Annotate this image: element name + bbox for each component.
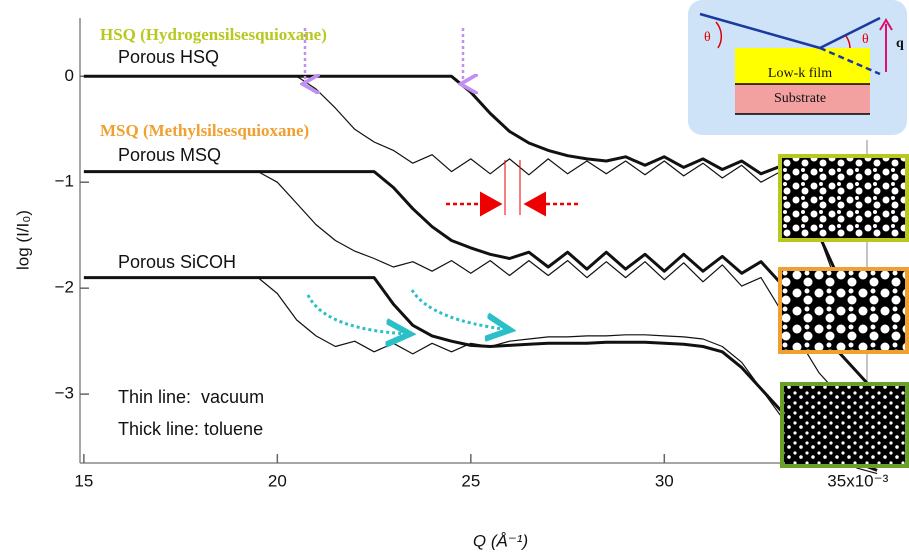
- annotation: Thin line: vacuum: [118, 387, 264, 407]
- x-tick-label: 25: [461, 471, 480, 490]
- x-tick-label: 15: [74, 471, 93, 490]
- film-layer: [735, 48, 870, 84]
- beam: [819, 46, 881, 76]
- layer-label: Substrate: [774, 91, 826, 106]
- arrows: [305, 28, 578, 334]
- y-tick-label: −2: [55, 278, 74, 297]
- annotation: HSQ (Hydrogensilsesquioxane): [100, 25, 327, 44]
- beam: [819, 16, 881, 50]
- annotation: Thick line: toluene: [118, 419, 263, 439]
- y-tick-label: −3: [55, 384, 74, 403]
- series-line: [83, 276, 878, 472]
- arrow: [306, 294, 410, 334]
- beam: [699, 12, 821, 50]
- angle-label: θ: [862, 32, 869, 47]
- inset: θ θ q Low-k film Substrate: [688, 0, 907, 135]
- x-tick-label: 20: [268, 471, 287, 490]
- angle-arc: [845, 35, 851, 49]
- y-tick-label: 0: [65, 66, 74, 85]
- annotation: Porous HSQ: [118, 47, 219, 67]
- plot-area: 0 −1 −2 −3 15 20 25 30 35x10⁻³ Q (Å⁻¹) log (I/I₀): [13, 18, 889, 550]
- pore-images: [778, 154, 909, 468]
- series-line: [83, 74, 879, 332]
- x-axis-title: Q (Å⁻¹): [473, 531, 528, 550]
- q-vector-head: [879, 18, 893, 31]
- series-line: [83, 170, 879, 396]
- y-axis-title: log (I/I₀): [13, 210, 32, 270]
- angle-label: θ: [704, 30, 711, 45]
- arrow: [410, 289, 510, 330]
- layer-label: Low-k film: [768, 66, 832, 81]
- annotation: Porous SiCOH: [118, 252, 236, 272]
- substrate-layer: [735, 84, 870, 114]
- angle-arc: [715, 21, 723, 49]
- annotation: Porous MSQ: [118, 145, 221, 165]
- annotation: MSQ (Methylsilsesquioxane): [100, 121, 309, 140]
- pore-image: [778, 154, 909, 242]
- x-tick-label: 30: [655, 471, 674, 490]
- pore-image: [780, 382, 909, 468]
- series-line: [83, 277, 878, 475]
- y-tick-label: −1: [55, 172, 74, 191]
- vector-label: q: [896, 36, 904, 51]
- x-tick-label: 35x10⁻³: [827, 471, 888, 490]
- pore-image: [778, 267, 909, 354]
